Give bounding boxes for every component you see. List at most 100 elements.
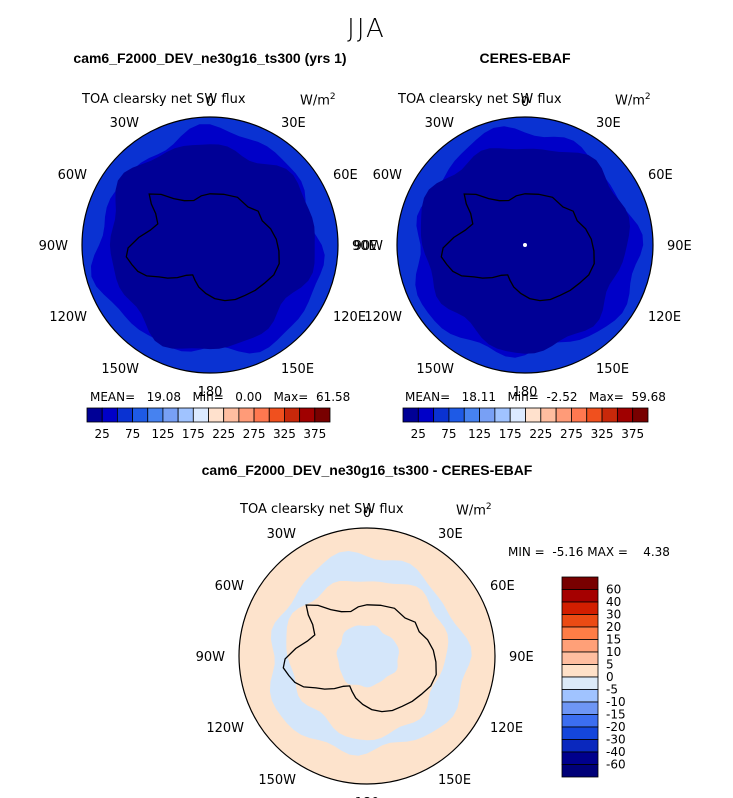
colorbar-swatch [132,407,149,423]
colorbar-swatch [208,407,225,423]
colorbar-tick-label: 375 [621,427,644,441]
colorbar-tick-label: 60 [606,583,621,597]
panel-1-lon-label: 150E [281,362,314,377]
colorbar-swatch [223,407,240,423]
antarctica-coastline [282,604,437,713]
colorbar-swatch [632,407,649,423]
colorbar-swatch [561,701,599,715]
panel-1-lon-label: 0 [206,95,214,110]
panel-1-map [81,116,339,374]
panel-2-stats: MEAN= 18.11 Min= -2.52 Max= 59.68 [405,390,666,404]
panel-1-lon-label: 90W [39,239,69,254]
colorbar-tick-label: -15 [606,708,626,722]
antarctica-coastline [125,193,280,302]
colorbar-tick-label: 375 [303,427,326,441]
panel-2-lon-label: 120E [648,310,681,325]
colorbar-tick-label: 30 [606,608,621,622]
panel-2-lon-label: 90E [667,239,692,254]
colorbar-swatch [494,407,511,423]
colorbar-swatch [540,407,557,423]
panel-3-lon-label: 120E [490,721,523,736]
panel-2-title: CERES-EBAF [479,50,571,66]
colorbar-swatch [192,407,209,423]
colorbar-tick-label: 225 [529,427,552,441]
panel-2-units: W/m2 [615,92,651,109]
colorbar-swatch [561,651,599,665]
panel-3-lon-label: 60W [215,579,245,594]
map-border [238,527,496,785]
colorbar-tick-label: 325 [273,427,296,441]
colorbar-swatch [525,407,542,423]
colorbar-swatch [86,407,103,423]
colorbar-tick-label: 0 [606,670,614,684]
colorbar-swatch [561,639,599,653]
colorbar-swatch [561,714,599,728]
colorbar-swatch [479,407,496,423]
colorbar-tick-label: -30 [606,733,626,747]
colorbar-tick-label: 75 [125,427,140,441]
colorbar-swatch [101,407,118,423]
panel-3-lon-label: 30W [267,527,297,542]
colorbar-tick-label: -10 [606,695,626,709]
panel-3-variable: TOA clearsky net SW flux [240,502,404,517]
colorbar-swatch [238,407,255,423]
colorbar-tick-label: 5 [606,658,614,672]
panel-2-lon-label: 90W [354,239,384,254]
colorbar-swatch [284,407,301,423]
panel-3-lon-label: 180 [355,796,380,798]
colorbar-tick-label: 325 [591,427,614,441]
colorbar-swatch [555,407,572,423]
negative-band [336,625,399,688]
panel-1-title: cam6_F2000_DEV_ne30g16_ts300 (yrs 1) [73,50,347,66]
panel-2-lon-label: 150W [416,362,454,377]
colorbar-tick-label: -40 [606,745,626,759]
colorbar-swatch [561,726,599,740]
panel-2-map [396,116,654,374]
inner-band [420,148,630,354]
panel-1-units: W/m2 [300,92,336,109]
panel-2-lon-label: 0 [521,95,529,110]
panel-2-lon-label: 30W [425,116,455,131]
panel-1-lon-label: 30W [110,116,140,131]
colorbar-swatch [571,407,588,423]
panel-1-lon-label: 60W [58,168,88,183]
panel-3-lon-label: 150W [258,773,296,788]
colorbar-swatch [586,407,603,423]
colorbar-tick-label: 10 [606,645,621,659]
pole-missing-point [523,243,527,247]
panel-1-lon-label: 120W [49,310,87,325]
colorbar-swatch [402,407,419,423]
panel-2-lon-label: 60E [648,168,673,183]
colorbar-tick-label: 15 [606,633,621,647]
panel-1-lon-label: 120E [333,310,366,325]
colorbar-swatch [463,407,480,423]
panel-2-lon-label: 180 [513,385,538,400]
panel-2-lon-label: 60W [373,168,403,183]
colorbar-swatch [433,407,450,423]
colorbar-tick-label: 275 [560,427,583,441]
colorbar-swatch [561,751,599,765]
colorbar-tick-label: 25 [411,427,426,441]
antarctica-coastline [440,193,595,302]
colorbar-swatch [448,407,465,423]
panel-1-lon-label: 180 [198,385,223,400]
colorbar-tick-label: 175 [499,427,522,441]
colorbar-swatch [561,576,599,590]
colorbar-tick-label: -20 [606,720,626,734]
panel-3-lon-label: 90W [196,650,226,665]
colorbar-tick-label: -60 [606,758,626,772]
colorbar-tick-label: 125 [468,427,491,441]
inner-band [109,144,315,350]
panel-2-variable: TOA clearsky net SW flux [398,92,562,107]
colorbar-swatch [561,626,599,640]
panel-3-lon-label: 0 [363,506,371,521]
colorbar-swatch [253,407,270,423]
panel-2-lon-label: 150E [596,362,629,377]
colorbar-swatch [561,689,599,703]
panel-3-title: cam6_F2000_DEV_ne30g16_ts300 - CERES-EBA… [201,462,533,478]
colorbar-swatch [509,407,526,423]
panel-3-lon-label: 150E [438,773,471,788]
colorbar-swatch [147,407,164,423]
colorbar-swatch [561,739,599,753]
panel-3-units: W/m2 [456,502,492,519]
